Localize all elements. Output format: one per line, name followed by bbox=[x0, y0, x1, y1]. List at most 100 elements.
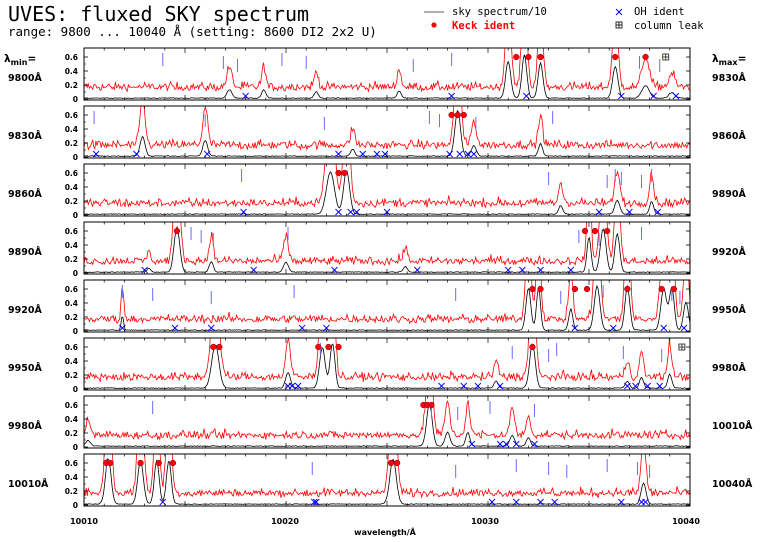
oh-ident-marker bbox=[335, 208, 342, 216]
oh-cross-stroke bbox=[119, 324, 126, 332]
panel-frame bbox=[83, 337, 691, 391]
oh-ident-marker bbox=[551, 498, 558, 506]
y-tick-label: 0.6 bbox=[65, 343, 78, 352]
panel-frame bbox=[83, 279, 691, 333]
legend-oh-label: OH ident bbox=[634, 6, 685, 18]
oh-cross-stroke bbox=[331, 266, 338, 274]
y-tick-label: 0.4 bbox=[65, 241, 78, 250]
panels-group: 0 0.2 0.4 0.6 9800Å 9830Å 0 0.2 0.4 0.6 9830Å 9860Å… bbox=[8, 47, 753, 510]
keck-ident-marker bbox=[642, 53, 649, 61]
oh-ident-marker bbox=[460, 382, 468, 390]
chart-title: UVES: fluxed SKY spectrum bbox=[8, 2, 309, 26]
y-tick-label: 0 bbox=[73, 501, 78, 510]
lambda-min-label: 9800Å bbox=[8, 73, 42, 84]
keck-ident-marker bbox=[169, 459, 177, 467]
oh-cross-stroke bbox=[537, 266, 544, 274]
oh-cross-stroke bbox=[298, 324, 306, 332]
keck-ident-marker bbox=[537, 53, 544, 61]
oh-ident-marker bbox=[609, 324, 617, 332]
keck-ident-marker bbox=[341, 169, 348, 177]
oh-ident-marker bbox=[171, 324, 179, 332]
oh-cross-stroke bbox=[288, 382, 296, 390]
keck-ident-marker bbox=[581, 227, 589, 235]
oh-cross-stroke bbox=[654, 208, 661, 216]
oh-ident-marker bbox=[323, 324, 330, 332]
oh-cross-stroke bbox=[250, 266, 257, 274]
y-tick-label: 0.2 bbox=[65, 371, 78, 380]
y-tick-label: 0.2 bbox=[65, 139, 78, 148]
lambda-min-label: 10010Å bbox=[8, 479, 49, 490]
keck-ident-marker bbox=[529, 285, 536, 293]
oh-ident-marker bbox=[537, 498, 544, 506]
keck-ident-marker bbox=[387, 459, 395, 467]
lambda-min-label: 9890Å bbox=[8, 247, 42, 258]
oh-cross-stroke bbox=[159, 498, 167, 506]
y-tick-label: 0.6 bbox=[65, 111, 78, 120]
oh-ident-marker bbox=[464, 150, 472, 158]
oh-cross-stroke bbox=[680, 324, 688, 332]
y-tick-label: 0.6 bbox=[65, 169, 78, 178]
keck-ident-marker bbox=[658, 285, 665, 293]
bottom-tick-label: 10040 bbox=[672, 517, 700, 526]
oh-ident-marker bbox=[250, 266, 257, 274]
oh-cross-stroke bbox=[551, 498, 558, 506]
oh-cross-stroke bbox=[373, 150, 381, 158]
y-tick-label: 0 bbox=[73, 95, 78, 104]
oh-ident-marker bbox=[331, 266, 338, 274]
column-leak-marker bbox=[678, 343, 686, 351]
oh-ident-marker bbox=[680, 324, 688, 332]
panel-frame bbox=[83, 163, 691, 217]
oh-cross-stroke bbox=[650, 92, 657, 100]
oh-cross-stroke bbox=[644, 382, 651, 390]
y-tick-label: 0.6 bbox=[65, 227, 78, 236]
oh-ident-marker bbox=[310, 498, 318, 506]
keck-ident-marker bbox=[591, 227, 599, 235]
chart-subtitle: range: 9800 ... 10040 Å (setting: 8600 D… bbox=[8, 24, 377, 39]
keck-ident-marker bbox=[393, 459, 401, 467]
oh-cross-stroke bbox=[496, 382, 504, 390]
sky-spectrum-line bbox=[84, 110, 690, 157]
bottom-tick-label: 10010 bbox=[70, 517, 98, 526]
spectrum-panel: 0 0.2 0.4 0.6 10010Å 10040Å bbox=[8, 453, 753, 510]
oh-cross-stroke bbox=[468, 440, 476, 448]
oh-cross-stroke bbox=[353, 208, 361, 216]
panel-frame bbox=[83, 105, 691, 159]
oh-cross-stroke bbox=[523, 92, 530, 100]
oh-cross-stroke bbox=[595, 208, 603, 216]
oh-cross-stroke bbox=[240, 208, 247, 216]
oh-cross-stroke bbox=[92, 150, 100, 158]
keck-ident-marker bbox=[315, 343, 322, 351]
bottom-tick-label: 10020 bbox=[271, 517, 299, 526]
oh-cross-stroke bbox=[470, 150, 478, 158]
y-tick-label: 0 bbox=[73, 443, 78, 452]
oh-ident-marker bbox=[571, 324, 579, 332]
oh-cross-stroke bbox=[531, 440, 538, 448]
spectrum-panel: 0 0.2 0.4 0.6 9920Å 9950Å bbox=[8, 279, 746, 336]
spectrum-line-red bbox=[84, 222, 690, 267]
oh-ident-marker bbox=[488, 498, 496, 506]
oh-cross-stroke bbox=[488, 498, 496, 506]
oh-cross-stroke bbox=[537, 498, 544, 506]
spectrum-panel: 0 0.2 0.4 0.6 9800Å 9830Å bbox=[8, 47, 746, 104]
oh-ident-marker bbox=[474, 382, 482, 390]
oh-cross-stroke bbox=[294, 382, 302, 390]
y-tick-label: 0 bbox=[73, 385, 78, 394]
oh-cross-stroke bbox=[618, 92, 625, 100]
oh-ident-marker bbox=[519, 266, 526, 274]
oh-ident-marker bbox=[438, 382, 445, 390]
oh-ident-marker bbox=[531, 440, 538, 448]
oh-cross-stroke bbox=[632, 382, 639, 390]
oh-ident-marker bbox=[294, 382, 302, 390]
oh-cross-stroke bbox=[656, 382, 664, 390]
spectrum-line-red bbox=[84, 164, 690, 209]
y-tick-label: 0.2 bbox=[65, 487, 78, 496]
oh-ident-marker bbox=[470, 150, 478, 158]
keck-ident-marker bbox=[454, 111, 461, 119]
lambda-max-label: 10040Å bbox=[712, 479, 753, 490]
y-tick-label: 0 bbox=[73, 327, 78, 336]
panel-frame bbox=[83, 47, 691, 101]
oh-ident-marker bbox=[288, 382, 296, 390]
oh-cross-stroke bbox=[618, 498, 625, 506]
legend: sky spectrum/10 Keck ident OH ident colu… bbox=[424, 6, 704, 32]
y-tick-label: 0.6 bbox=[65, 401, 78, 410]
